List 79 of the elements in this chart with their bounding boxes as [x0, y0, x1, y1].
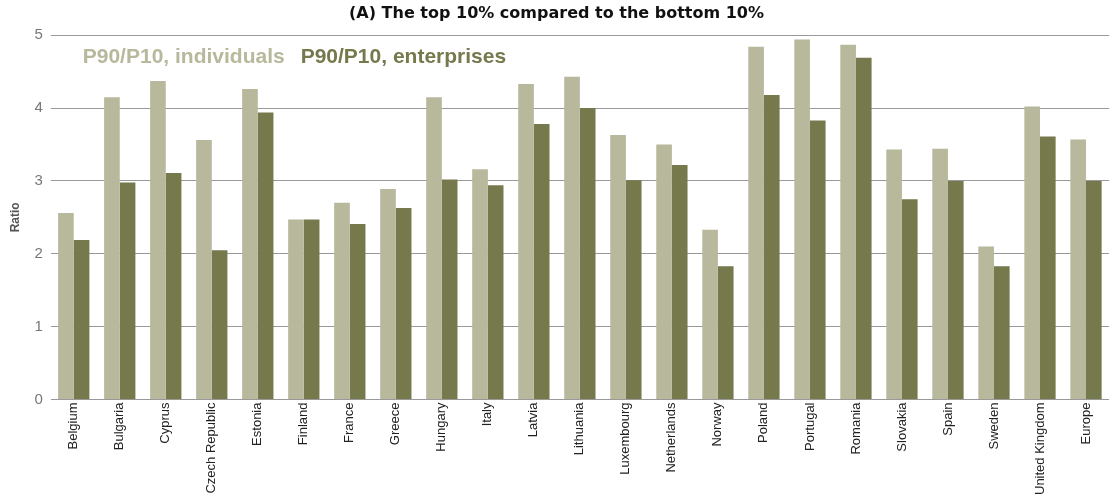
series-label: P90/P10, individuals — [82, 44, 285, 67]
x-tick-label: Cyprus — [157, 402, 173, 444]
text: P90/P10, enterprises — [300, 44, 507, 67]
bar — [794, 39, 810, 399]
bar — [656, 144, 672, 399]
bar — [748, 46, 764, 399]
y-tick-label: 1 — [34, 316, 43, 334]
x-tick-label: Estonia — [249, 401, 265, 446]
bar — [196, 140, 212, 399]
bar — [671, 164, 688, 399]
x-tick-label: Sweden — [985, 402, 1001, 450]
x-tick-label: Latvia — [525, 401, 541, 438]
bar — [564, 76, 580, 399]
bar — [73, 239, 90, 399]
bar — [380, 188, 396, 399]
x-tick-label: Slovakia — [893, 401, 909, 452]
bar — [901, 199, 918, 399]
bar — [1024, 106, 1040, 399]
bar — [1039, 136, 1056, 399]
bar — [349, 223, 366, 399]
bar — [978, 246, 994, 399]
bar — [58, 212, 74, 399]
bar — [150, 81, 166, 399]
bar — [441, 179, 458, 399]
bar — [855, 57, 872, 399]
x-tick-label: Finland — [295, 402, 311, 446]
bar — [579, 108, 596, 399]
bar — [395, 207, 412, 399]
bar — [119, 182, 136, 399]
bar — [809, 120, 826, 399]
chart-title: (A) The top 10% compared to the bottom 10% — [349, 2, 764, 22]
bar — [763, 94, 780, 399]
bar — [947, 180, 964, 399]
bar — [717, 266, 734, 399]
bar — [1070, 139, 1086, 399]
bar — [533, 124, 550, 399]
bar — [518, 84, 534, 399]
y-axis-title: Ratio — [7, 202, 22, 233]
x-tick-label: Lithuania — [571, 401, 587, 456]
y-tick-label: 2 — [34, 243, 43, 261]
x-tick-label: Poland — [755, 402, 771, 443]
bar — [472, 169, 488, 399]
bar — [211, 250, 228, 399]
bar — [487, 185, 504, 399]
bar — [993, 266, 1010, 399]
x-tick-label: Czech Republic — [203, 402, 219, 494]
x-tick-label: Romania — [847, 401, 863, 455]
x-tick-label: Netherlands — [663, 402, 679, 473]
y-tick-label: 4 — [34, 98, 43, 116]
y-tick-label: 5 — [34, 25, 43, 43]
bar — [165, 172, 182, 399]
bar — [702, 229, 718, 399]
x-tick-label: Luxembourg — [617, 402, 633, 475]
x-tick-label: France — [341, 402, 357, 443]
bar — [426, 97, 442, 399]
bar — [625, 180, 642, 399]
bar — [1085, 180, 1102, 399]
y-tick-label: 0 — [34, 389, 43, 407]
x-tick-label: Europe — [1077, 402, 1093, 445]
bar — [610, 135, 626, 399]
x-tick-label: Greece — [387, 402, 403, 446]
x-tick-label: Portugal — [801, 402, 817, 451]
bar — [303, 219, 320, 399]
bar — [257, 112, 274, 399]
bar — [104, 97, 120, 399]
x-tick-label: Italy — [479, 402, 495, 427]
bar — [840, 44, 856, 399]
x-tick-label: Hungary — [433, 402, 449, 452]
bar — [288, 219, 304, 399]
bar — [886, 149, 902, 399]
x-tick-label: United Kingdom — [1031, 402, 1047, 495]
x-tick-label: Spain — [939, 402, 955, 436]
x-tick-label: Belgium — [65, 402, 81, 450]
bar — [334, 202, 350, 399]
bar — [932, 148, 948, 399]
y-tick-label: 3 — [34, 171, 43, 189]
x-tick-label: Norway — [709, 402, 725, 447]
bar — [242, 89, 258, 399]
x-tick-label: Bulgaria — [111, 401, 127, 451]
